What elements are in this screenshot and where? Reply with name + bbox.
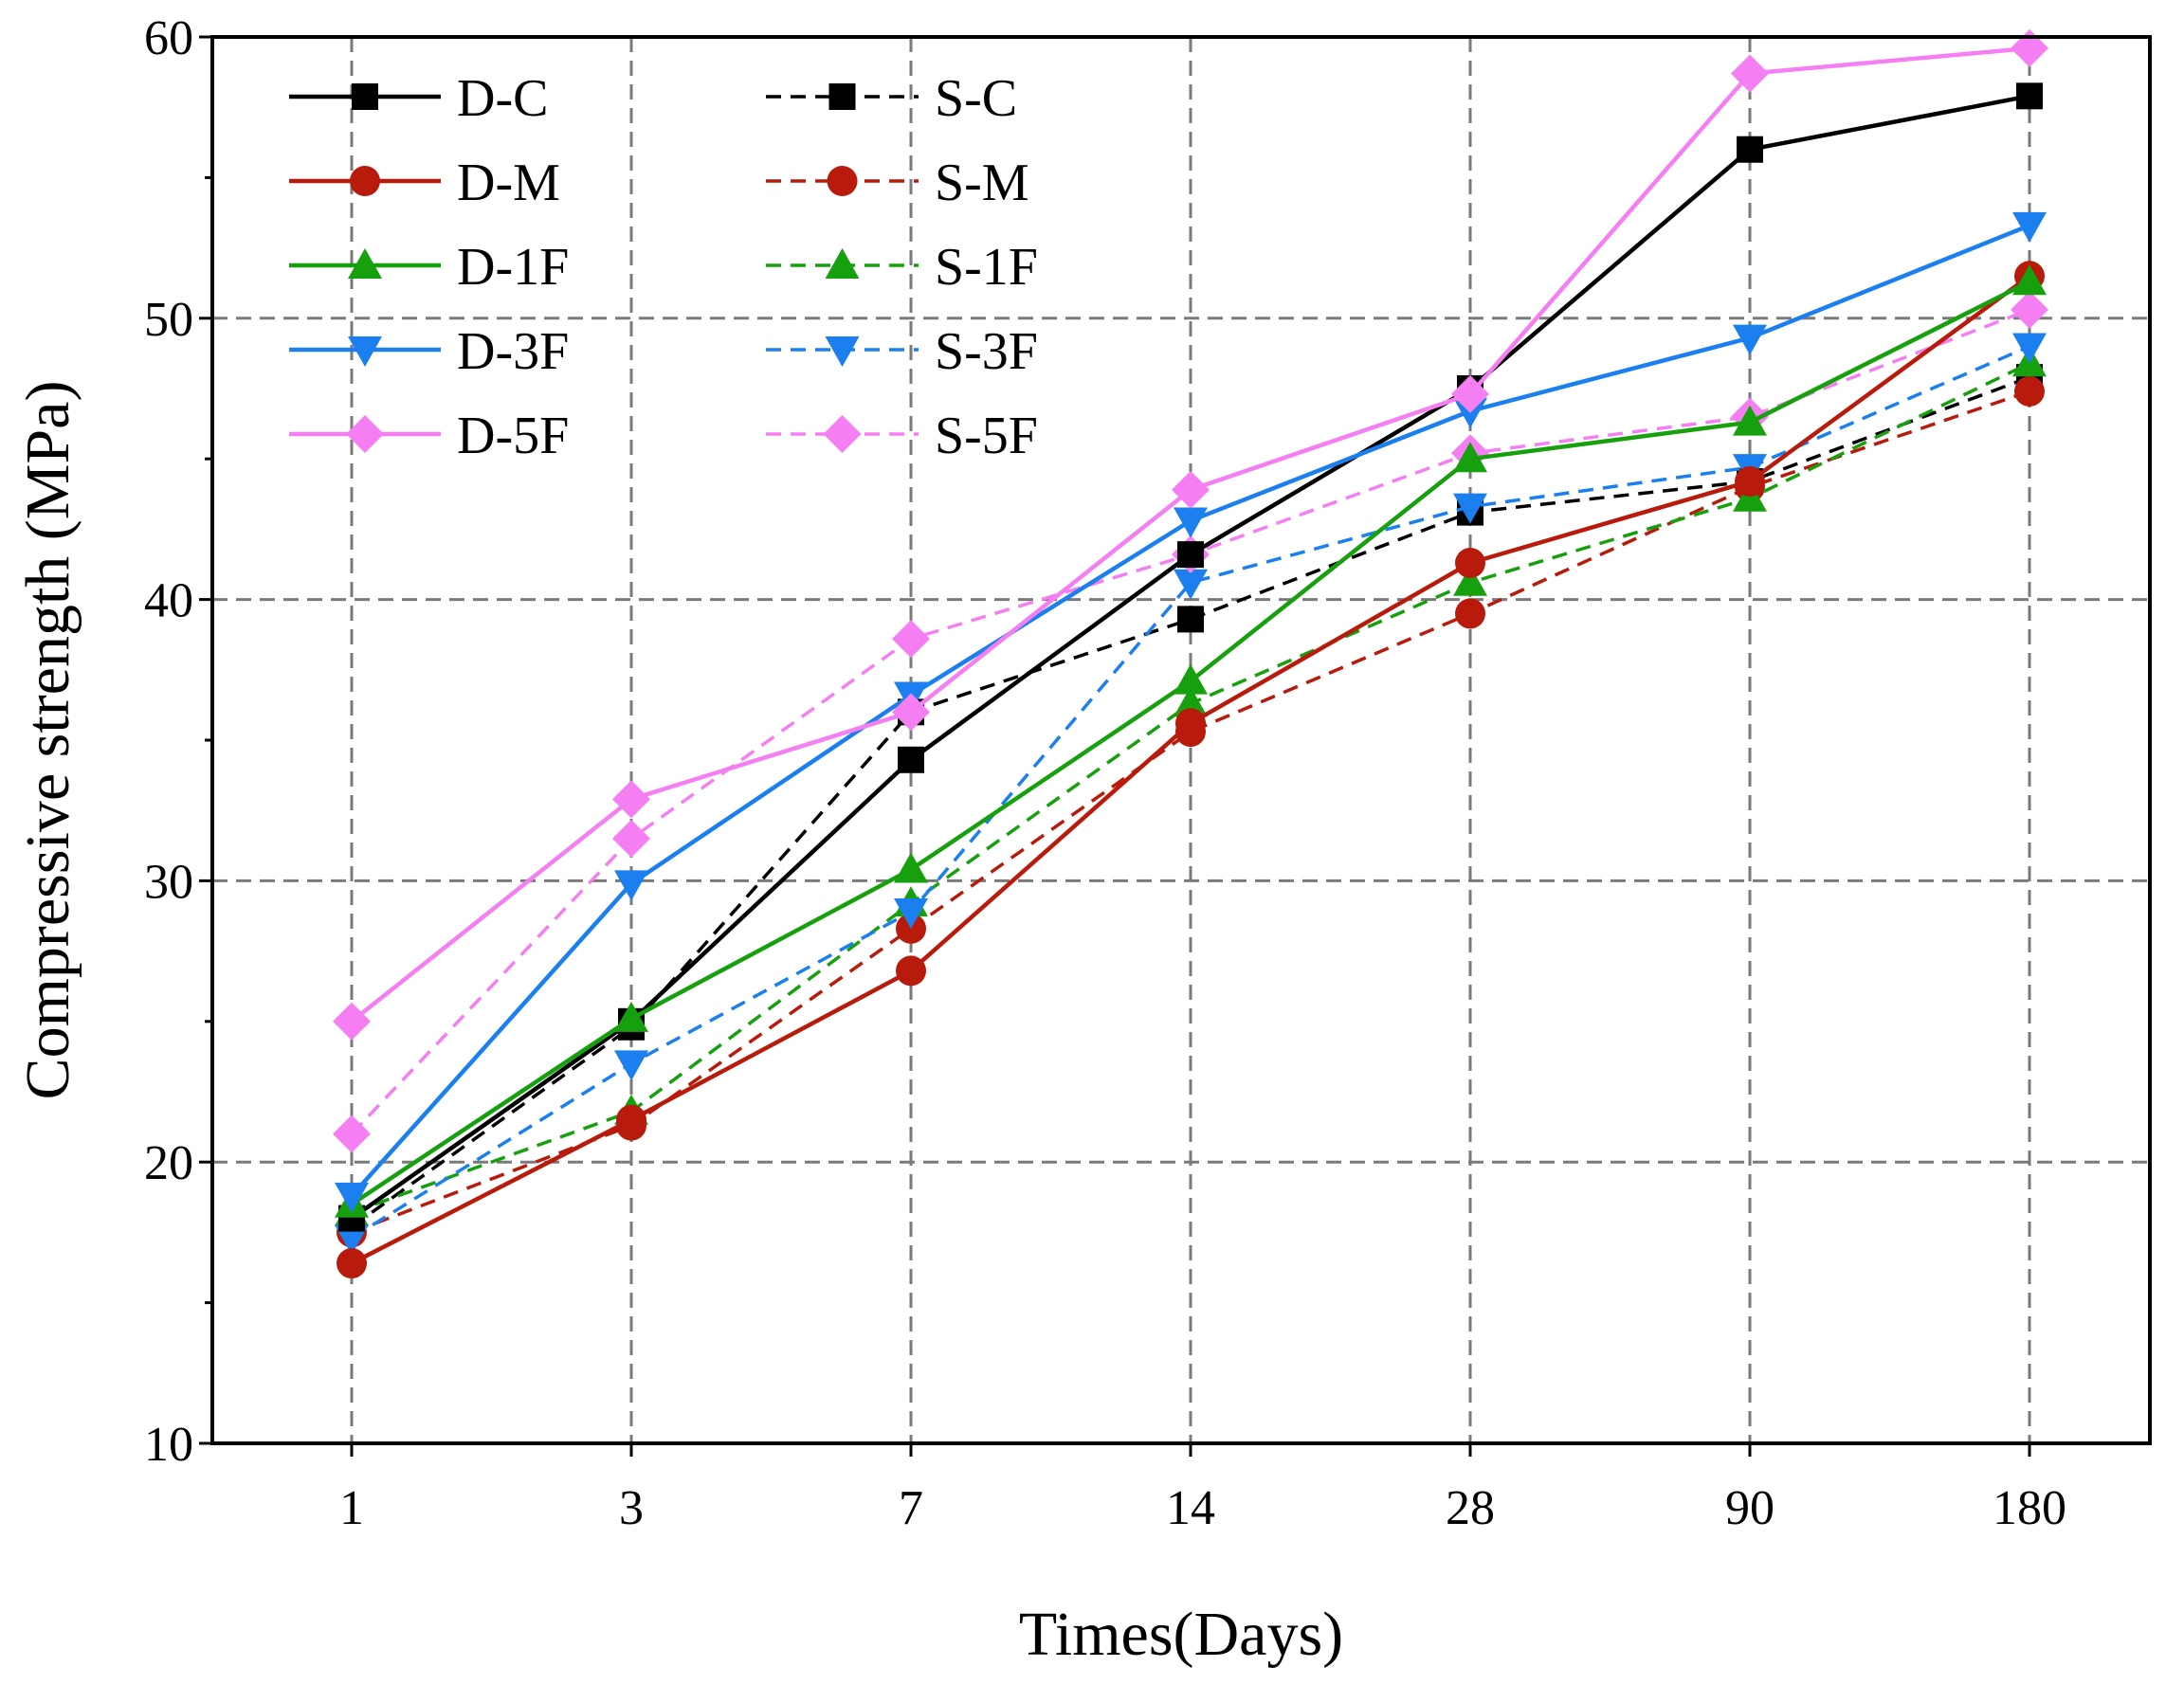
data-point-s-3f — [1453, 493, 1487, 524]
data-point-d-1f — [2012, 264, 2047, 296]
y-tick-label: 30 — [144, 855, 193, 909]
data-point-d-c — [1177, 541, 1204, 569]
data-point-d-5f — [1731, 54, 1769, 93]
y-tick-label: 10 — [144, 1418, 193, 1472]
data-point-s-5f — [2011, 290, 2048, 329]
y-axis-title: Compressive strength (MPa) — [13, 381, 82, 1100]
x-tick-label: 1 — [339, 1481, 364, 1535]
x-axis-title: Times(Days) — [1019, 1600, 1343, 1669]
legend-label-s-m: S-M — [935, 154, 1029, 212]
data-point-s-3f — [894, 898, 928, 930]
legend-item-d-5f: D-5F — [289, 407, 569, 465]
legend-item-s-5f: S-5F — [766, 407, 1038, 465]
data-point-s-1f — [1174, 686, 1208, 717]
data-point-s-3f — [1174, 569, 1208, 600]
data-point-s-3f — [335, 1224, 369, 1256]
series-layer — [333, 28, 2048, 1279]
legend-label-s-c: S-C — [935, 69, 1017, 128]
data-point-s-m — [2014, 375, 2045, 407]
data-point-d-5f — [892, 693, 930, 732]
legend-item-d-3f: D-3F — [289, 322, 569, 381]
grid-layer — [212, 37, 2150, 1443]
data-point-d-m — [337, 1248, 367, 1279]
legend-item-s-1f: S-1F — [766, 238, 1038, 297]
legend: D-C D-M D-1F D-3F D-5F S-C S-M S-1F S-3F S-5F — [289, 69, 1038, 465]
legend-marker-d-1f — [348, 248, 382, 279]
x-tick-label: 90 — [1725, 1481, 1774, 1535]
legend-marker-d-m — [350, 166, 380, 196]
data-point-s-5f — [333, 1114, 371, 1153]
legend-item-s-m: S-M — [766, 154, 1029, 212]
legend-marker-s-3f — [825, 336, 860, 367]
legend-label-d-m: D-M — [457, 154, 560, 212]
data-point-s-5f — [892, 620, 930, 659]
legend-item-d-c: D-C — [289, 69, 548, 128]
y-tick-label: 60 — [144, 11, 193, 65]
legend-item-s-3f: S-3F — [766, 322, 1038, 381]
data-point-d-m — [616, 1104, 646, 1135]
axis-layer: 10 20 30 40 50 60 1 3 7 14 28 90 180 — [144, 11, 2066, 1535]
y-tick-label: 50 — [144, 293, 193, 347]
x-tick-label: 28 — [1446, 1481, 1495, 1535]
data-point-d-3f — [335, 1182, 369, 1213]
data-point-d-1f — [614, 1001, 648, 1032]
legend-marker-s-m — [827, 166, 858, 196]
legend-label-s-5f: S-5F — [935, 407, 1038, 465]
x-tick-label: 3 — [619, 1481, 644, 1535]
legend-label-s-1f: S-1F — [935, 238, 1038, 297]
x-tick-label: 180 — [1993, 1481, 2066, 1535]
legend-item-s-c: S-C — [766, 69, 1017, 128]
legend-label-d-c: D-C — [457, 69, 548, 128]
data-point-d-5f — [333, 1002, 371, 1041]
legend-label-d-3f: D-3F — [457, 322, 569, 381]
legend-item-d-1f: D-1F — [289, 238, 569, 297]
data-point-d-c — [2016, 82, 2043, 110]
data-point-d-5f — [1451, 374, 1489, 413]
data-point-s-1f — [1453, 565, 1487, 596]
data-point-d-1f — [894, 852, 928, 883]
data-point-d-m — [1175, 708, 1206, 739]
data-point-d-m — [1455, 548, 1485, 579]
x-tick-label: 14 — [1166, 1481, 1215, 1535]
legend-label-d-5f: D-5F — [457, 407, 569, 465]
data-point-d-m — [896, 955, 926, 987]
data-point-d-3f — [2012, 211, 2047, 243]
data-point-d-5f — [612, 780, 650, 819]
data-point-d-1f — [1174, 663, 1208, 695]
legend-marker-s-c — [828, 83, 856, 110]
legend-marker-s-5f — [823, 415, 862, 453]
data-point-s-5f — [612, 819, 650, 858]
y-tick-label: 20 — [144, 1136, 193, 1190]
legend-item-d-m: D-M — [289, 154, 560, 212]
data-point-d-1f — [1453, 442, 1487, 473]
data-point-d-m — [1735, 465, 1765, 497]
data-point-s-3f — [614, 1050, 648, 1081]
legend-label-d-1f: D-1F — [457, 238, 569, 297]
data-point-d-3f — [1733, 324, 1767, 355]
data-point-d-c — [1737, 136, 1763, 163]
data-point-d-5f — [1172, 470, 1210, 509]
data-point-d-c — [898, 746, 924, 773]
data-point-d-1f — [1733, 405, 1767, 436]
legend-marker-s-1f — [825, 248, 860, 279]
series-d-1f — [335, 264, 2047, 1218]
y-tick-label: 40 — [144, 574, 193, 628]
legend-label-s-3f: S-3F — [935, 322, 1038, 381]
x-tick-label: 7 — [899, 1481, 923, 1535]
data-point-d-5f — [2011, 28, 2048, 67]
data-point-s-c — [1177, 606, 1204, 633]
data-point-d-3f — [614, 870, 648, 901]
series-d-5f — [333, 28, 2048, 1041]
legend-marker-d-5f — [346, 415, 384, 453]
data-point-d-3f — [1174, 507, 1208, 538]
data-point-s-3f — [2012, 333, 2047, 364]
data-point-s-m — [1455, 598, 1485, 629]
legend-marker-d-c — [352, 83, 378, 110]
legend-marker-d-3f — [348, 336, 382, 367]
